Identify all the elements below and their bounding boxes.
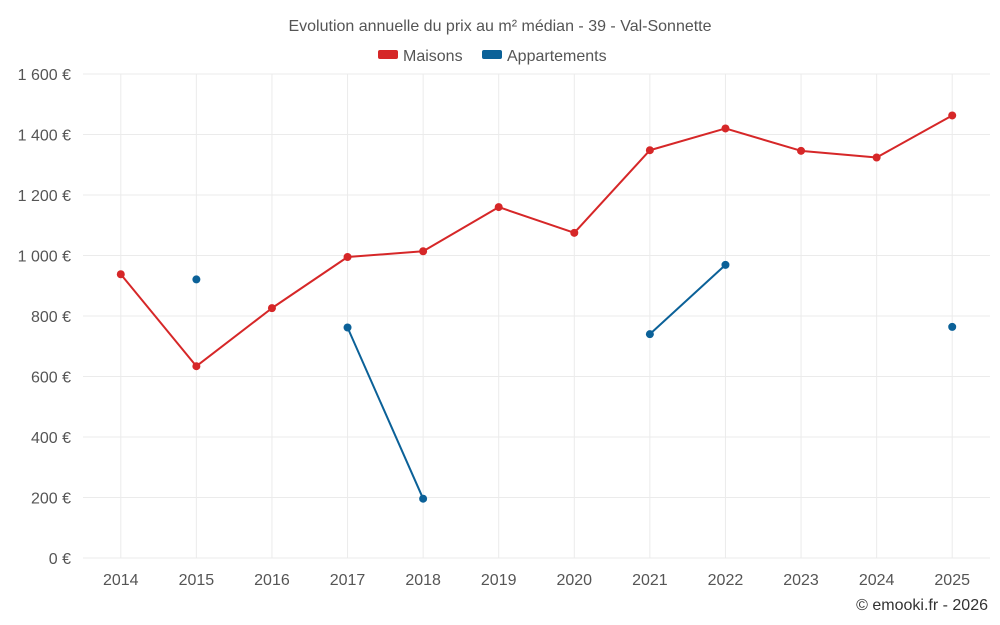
data-point-maisons[interactable] bbox=[419, 247, 428, 256]
y-axis-ticks: 0 € 200 € 400 € 600 € 800 € 1 000 € 1 200 € 1 4… bbox=[18, 67, 71, 568]
chart-title: Evolution annuelle du prix au m² médian … bbox=[288, 18, 711, 35]
y-tick-label: 800 € bbox=[31, 309, 71, 326]
series-segment-maisons bbox=[875, 114, 954, 159]
data-point-maisons[interactable] bbox=[570, 228, 579, 237]
data-point-appartements[interactable] bbox=[721, 260, 730, 269]
x-tick-label: 2015 bbox=[179, 572, 215, 589]
x-tick-label: 2018 bbox=[405, 572, 441, 589]
x-tick-label: 2025 bbox=[934, 572, 970, 589]
legend-swatch-appartements bbox=[482, 50, 502, 59]
x-axis-ticks: 2014 2015 2016 2017 2018 2019 2020 2021 2022 2023… bbox=[103, 572, 970, 589]
series-segment-maisons bbox=[119, 273, 198, 368]
x-tick-label: 2022 bbox=[708, 572, 744, 589]
data-point-appartements[interactable] bbox=[645, 330, 654, 339]
x-tick-label: 2020 bbox=[556, 572, 592, 589]
series-segment-maisons bbox=[497, 206, 576, 234]
x-tick-label: 2017 bbox=[330, 572, 366, 589]
x-tick-label: 2024 bbox=[859, 572, 895, 589]
legend: Maisons Appartements bbox=[378, 48, 607, 65]
series-segment-maisons bbox=[270, 256, 349, 310]
series-segment-maisons bbox=[573, 149, 651, 234]
data-point-maisons[interactable] bbox=[721, 124, 730, 133]
series-segment-maisons bbox=[648, 127, 727, 152]
x-tick-label: 2019 bbox=[481, 572, 517, 589]
data-point-appartements[interactable] bbox=[419, 494, 428, 503]
data-point-maisons[interactable] bbox=[494, 203, 503, 212]
series-points bbox=[116, 111, 957, 503]
series-segment-appartements bbox=[346, 326, 425, 500]
legend-label-appartements: Appartements bbox=[507, 48, 607, 65]
y-tick-label: 1 200 € bbox=[18, 188, 71, 205]
y-tick-label: 1 600 € bbox=[18, 67, 71, 84]
series-segment-maisons bbox=[422, 206, 500, 253]
data-point-appartements[interactable] bbox=[343, 323, 352, 332]
legend-item-appartements[interactable]: Appartements bbox=[482, 48, 607, 65]
legend-label-maisons: Maisons bbox=[403, 48, 463, 65]
data-point-appartements[interactable] bbox=[948, 322, 957, 331]
y-tick-label: 1 400 € bbox=[18, 128, 71, 145]
series-segment-maisons bbox=[346, 250, 425, 259]
series-segment-appartements bbox=[648, 263, 727, 336]
x-tick-label: 2023 bbox=[783, 572, 819, 589]
x-tick-label: 2021 bbox=[632, 572, 668, 589]
data-point-appartements[interactable] bbox=[192, 275, 201, 284]
series-segment-maisons bbox=[800, 149, 878, 159]
y-tick-label: 600 € bbox=[31, 370, 71, 387]
y-gridlines bbox=[83, 73, 990, 559]
x-tick-label: 2014 bbox=[103, 572, 139, 589]
data-point-maisons[interactable] bbox=[645, 146, 654, 155]
data-point-maisons[interactable] bbox=[267, 304, 276, 313]
credit-text: © emooki.fr - 2026 bbox=[856, 597, 988, 614]
series-segment-maisons bbox=[724, 127, 803, 152]
series-segment-maisons bbox=[195, 307, 273, 368]
y-tick-label: 0 € bbox=[49, 551, 71, 568]
data-point-maisons[interactable] bbox=[343, 253, 352, 262]
series-lines bbox=[119, 114, 954, 500]
data-point-maisons[interactable] bbox=[192, 362, 201, 371]
x-tick-label: 2016 bbox=[254, 572, 290, 589]
legend-swatch-maisons bbox=[378, 50, 398, 59]
legend-item-maisons[interactable]: Maisons bbox=[378, 48, 463, 65]
y-tick-label: 400 € bbox=[31, 430, 71, 447]
data-point-maisons[interactable] bbox=[116, 270, 125, 279]
data-point-maisons[interactable] bbox=[872, 153, 881, 162]
y-tick-label: 1 000 € bbox=[18, 249, 71, 266]
data-point-maisons[interactable] bbox=[797, 146, 806, 155]
data-point-maisons[interactable] bbox=[948, 111, 957, 120]
y-tick-label: 200 € bbox=[31, 491, 71, 508]
